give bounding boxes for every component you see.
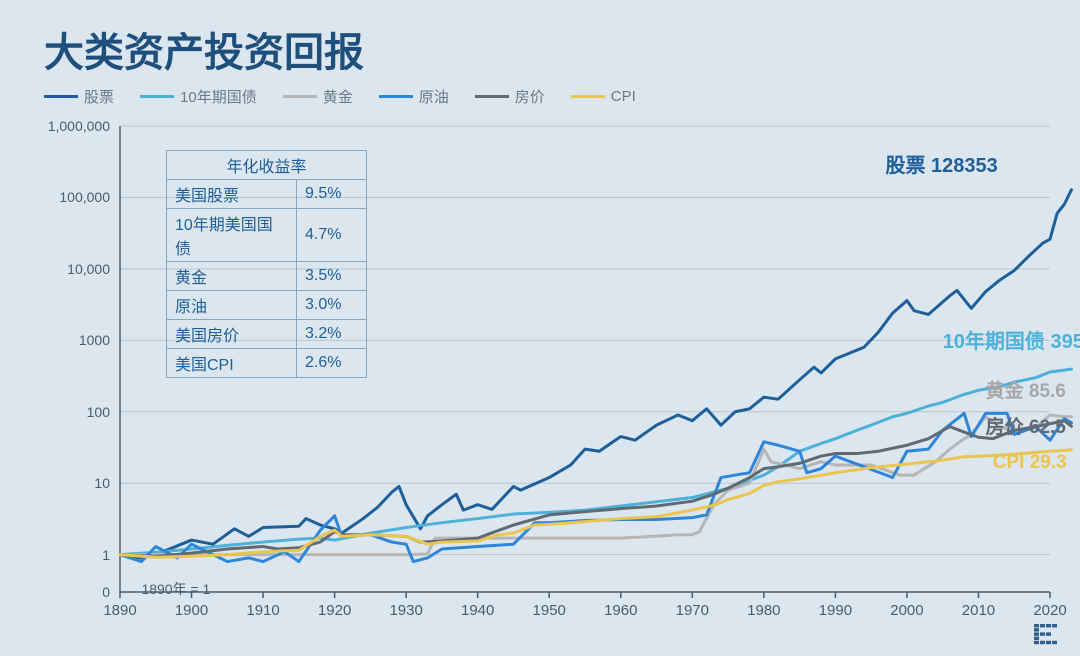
y-tick-label: 100,000 <box>59 189 110 205</box>
legend-item: 股票 <box>44 86 114 107</box>
y-tick-label: 1000 <box>79 332 110 348</box>
table-header: 年化收益率 <box>167 151 367 180</box>
legend-swatch <box>379 95 413 98</box>
legend-swatch <box>571 95 605 98</box>
y-tick-label: 100 <box>87 404 110 420</box>
table-cell-name: 美国房价 <box>167 320 297 349</box>
table-cell-value: 2.6% <box>297 349 367 378</box>
table-cell-name: 美国股票 <box>167 180 297 209</box>
x-tick-label: 1890 <box>103 602 136 619</box>
series-end-label: 黄金 85.6 <box>986 376 1066 403</box>
x-tick-label: 1900 <box>175 602 208 619</box>
y-tick-label: 0 <box>102 584 110 600</box>
table-row: 10年期美国国债4.7% <box>167 209 367 262</box>
y-tick-label: 10 <box>94 475 110 491</box>
legend-swatch <box>475 95 509 98</box>
legend-swatch <box>140 95 174 98</box>
x-tick-label: 1990 <box>819 602 852 619</box>
table-cell-name: 10年期美国国债 <box>167 209 297 262</box>
series-end-label: 房价 62.5 <box>986 412 1066 439</box>
table-cell-value: 3.2% <box>297 320 367 349</box>
legend-label: 10年期国债 <box>180 86 257 107</box>
table-cell-value: 3.0% <box>297 291 367 320</box>
legend-item: 房价 <box>475 86 545 107</box>
legend-label: 黄金 <box>323 86 353 107</box>
table-cell-name: 黄金 <box>167 262 297 291</box>
brand-logo-icon <box>1034 624 1070 646</box>
table-cell-value: 4.7% <box>297 209 367 262</box>
y-tick-label: 1 <box>102 547 110 563</box>
x-tick-label: 2000 <box>890 602 923 619</box>
table-cell-name: 原油 <box>167 291 297 320</box>
legend-label: 原油 <box>419 86 449 107</box>
table-row: 美国CPI2.6% <box>167 349 367 378</box>
legend: 股票 10年期国债 黄金 原油 房价 CPI <box>44 86 662 107</box>
table-cell-name: 美国CPI <box>167 349 297 378</box>
y-tick-label: 1,000,000 <box>48 118 110 134</box>
annual-return-table: 年化收益率 美国股票9.5%10年期美国国债4.7%黄金3.5%原油3.0%美国… <box>166 150 367 378</box>
table-row: 美国房价3.2% <box>167 320 367 349</box>
legend-item: CPI <box>571 88 636 105</box>
legend-item: 10年期国债 <box>140 86 257 107</box>
x-tick-label: 1930 <box>389 602 422 619</box>
legend-label: CPI <box>611 88 636 105</box>
x-tick-label: 1960 <box>604 602 637 619</box>
legend-label: 房价 <box>515 86 545 107</box>
series-end-label: 股票 128353 <box>885 149 997 178</box>
x-tick-label: 1910 <box>246 602 279 619</box>
x-tick-label: 1980 <box>747 602 780 619</box>
table-row: 黄金3.5% <box>167 262 367 291</box>
table-row: 原油3.0% <box>167 291 367 320</box>
x-tick-label: 2010 <box>962 602 995 619</box>
legend-swatch <box>44 95 78 98</box>
chart-title: 大类资产投资回报 <box>44 20 364 78</box>
y-tick-label: 10,000 <box>67 261 110 277</box>
series-end-label: 10年期国债 395.3 <box>943 325 1080 354</box>
series-end-label: CPI 29.3 <box>993 452 1067 474</box>
legend-swatch <box>283 95 317 98</box>
baseline-label: 1890年 = 1 <box>141 579 210 599</box>
x-tick-label: 2020 <box>1033 602 1066 619</box>
table-cell-value: 9.5% <box>297 180 367 209</box>
legend-item: 黄金 <box>283 86 353 107</box>
chart-canvas: 大类资产投资回报 股票10年期国债黄金原油房价CPI 0110100100010… <box>0 0 1080 656</box>
table-cell-value: 3.5% <box>297 262 367 291</box>
x-tick-label: 1970 <box>676 602 709 619</box>
x-tick-label: 1920 <box>318 602 351 619</box>
x-tick-label: 1940 <box>461 602 494 619</box>
legend-item: 原油 <box>379 86 449 107</box>
table-row: 美国股票9.5% <box>167 180 367 209</box>
x-tick-label: 1950 <box>533 602 566 619</box>
legend-label: 股票 <box>84 86 114 107</box>
